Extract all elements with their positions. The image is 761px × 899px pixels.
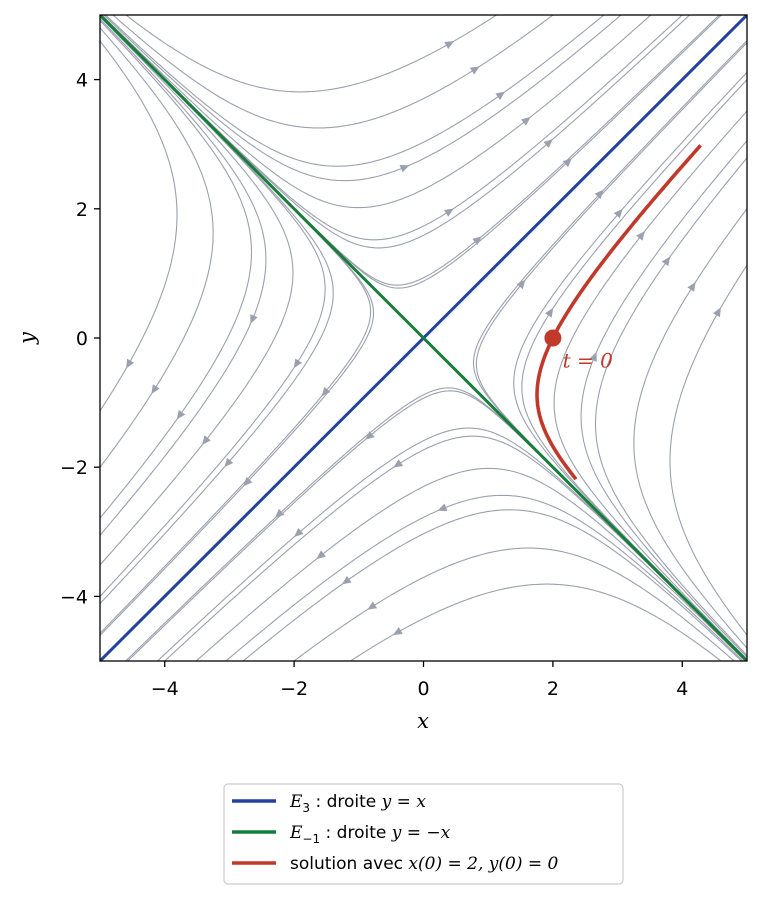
streamline	[100, 15, 684, 241]
streamline-arrow	[294, 527, 304, 537]
streamline	[112, 15, 554, 129]
streamline	[195, 467, 746, 661]
streamline	[100, 15, 334, 605]
streamline-arrow	[341, 575, 352, 585]
streamline-arrow	[712, 307, 721, 318]
streamline	[472, 39, 747, 661]
x-tick-label: 4	[676, 678, 688, 700]
y-axis-label: y	[15, 331, 39, 345]
streamline	[124, 387, 747, 661]
axes: −4 −2 0 2 4 −4 −2 0 2 4	[60, 70, 688, 700]
streamline	[100, 15, 721, 286]
streamline	[100, 15, 723, 289]
streamline-arrow	[126, 358, 135, 369]
streamline	[126, 390, 747, 661]
x-tick-label: −4	[151, 678, 179, 700]
streamline-arrow	[443, 208, 454, 217]
y-tick-label: 2	[76, 199, 88, 221]
streamline-arrow	[661, 256, 671, 267]
streamline-arrow	[392, 627, 403, 635]
streamline	[100, 19, 253, 519]
series-line-1	[100, 15, 747, 661]
streamline-arrow	[472, 236, 482, 246]
x-axis-label: x	[417, 709, 429, 733]
streamline-arrow	[393, 459, 404, 468]
streamline-arrow	[250, 314, 258, 325]
streamline	[242, 509, 743, 661]
x-tick-label: −2	[280, 678, 308, 700]
streamline	[225, 494, 744, 661]
streamline-arrow	[687, 281, 696, 292]
streamline	[580, 139, 747, 658]
y-tick-label: 0	[76, 328, 88, 350]
streamline-arrow	[224, 457, 234, 468]
streamline-arrow	[613, 208, 623, 219]
streamline	[101, 15, 652, 209]
streamline	[156, 427, 747, 661]
legend-entry: E−1 : droite y = −x	[289, 823, 451, 846]
streamline-arrow	[275, 508, 285, 518]
y-tick-label: −2	[60, 457, 88, 479]
streamline	[163, 435, 747, 661]
y-tick-label: 4	[76, 70, 88, 92]
streamline	[100, 40, 178, 412]
streamline-arrow	[399, 165, 410, 173]
streamline	[633, 207, 747, 649]
streamline	[100, 15, 326, 598]
solution-curve	[535, 144, 702, 481]
streamline-arrow	[495, 91, 506, 101]
streamline	[100, 16, 294, 566]
streamline	[100, 15, 375, 637]
annotations: t = 0	[563, 349, 614, 373]
streamline	[125, 15, 498, 93]
streamline-arrow	[176, 409, 186, 420]
streamline-arrow	[562, 158, 572, 168]
streamline-arrow	[151, 384, 160, 395]
legend-entry: solution avec x(0) = 2, y(0) = 0	[290, 854, 559, 874]
streamline-arrow	[437, 503, 448, 511]
streamline-arrow	[243, 476, 253, 487]
streamline-arrow	[594, 189, 604, 200]
streamline	[100, 18, 267, 537]
streamline-arrow	[521, 116, 531, 126]
streamline-arrow	[636, 231, 645, 241]
streamline-arrow	[543, 139, 553, 149]
y-tick-label: −4	[60, 586, 88, 608]
streamline	[100, 27, 214, 469]
streamline-arrow	[316, 550, 326, 560]
streamline	[100, 15, 372, 635]
x-tick-label: 0	[417, 678, 429, 700]
legend-entry: E3 : droite y = x	[289, 792, 426, 815]
streamline	[103, 15, 622, 182]
streamline-arrow	[293, 358, 303, 369]
streamline	[669, 264, 747, 636]
streamline-arrow	[367, 601, 378, 610]
x-tick-label: 2	[547, 678, 559, 700]
streamline-arrow	[469, 66, 480, 75]
legend: E3 : droite y = x E−1 : droite y = −x solu…	[223, 783, 624, 885]
series-group	[100, 15, 747, 661]
streamline	[349, 583, 722, 661]
streamline	[475, 41, 747, 661]
legend-frame	[223, 783, 624, 885]
streamline	[553, 110, 747, 660]
streamline	[104, 15, 605, 167]
streamline-arrow	[365, 430, 375, 440]
streamline-arrow	[202, 435, 211, 445]
streamline-arrow	[321, 386, 331, 397]
streamline-arrow	[516, 279, 526, 290]
streamline-arrow	[589, 351, 597, 362]
initial-point-marker	[544, 329, 562, 347]
streamline	[293, 547, 735, 661]
streamline-arrow	[444, 41, 455, 49]
streamline-arrow	[544, 307, 554, 318]
annotation-t0: t = 0	[563, 349, 614, 373]
streamline	[594, 157, 747, 657]
